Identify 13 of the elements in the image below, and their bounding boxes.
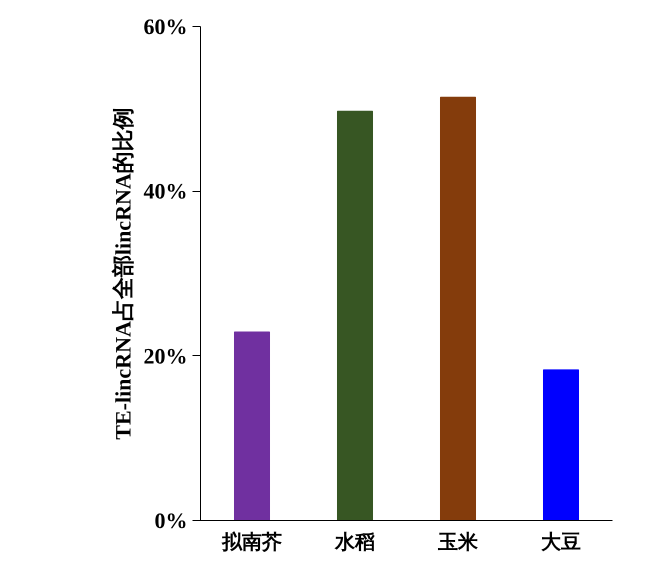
y-tick-label: 0%	[154, 508, 188, 533]
bar	[234, 331, 270, 520]
y-axis-title: TE-lincRNA占全部lincRNA的比例	[110, 107, 136, 440]
bar	[336, 110, 374, 520]
x-tick-label: 大豆	[541, 532, 581, 554]
y-tick-label: 40%	[144, 178, 188, 204]
x-tick-label: 拟南芥	[221, 530, 282, 554]
x-tick-label: 水稻	[334, 532, 375, 554]
bar	[542, 369, 580, 520]
x-tick-label: 玉米	[437, 532, 479, 554]
bar	[440, 96, 476, 520]
y-tick-label: 60%	[144, 14, 188, 39]
y-tick-label: 20%	[144, 343, 188, 368]
